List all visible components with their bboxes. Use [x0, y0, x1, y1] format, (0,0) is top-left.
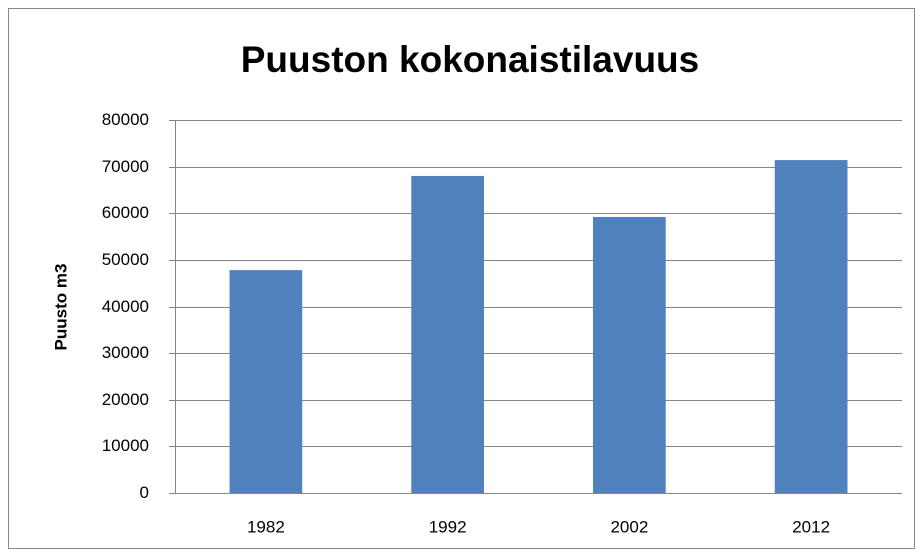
x-tick-label: 1982 — [247, 517, 285, 536]
bar — [774, 160, 848, 493]
y-tick-label: 0 — [140, 483, 149, 502]
bar — [229, 270, 303, 493]
bar — [593, 216, 666, 494]
y-tick-label: 20000 — [102, 390, 149, 409]
y-tick-label: 70000 — [102, 157, 149, 176]
y-tick-label: 50000 — [102, 250, 149, 269]
y-tick-label: 30000 — [102, 343, 149, 362]
y-tick-label: 10000 — [102, 436, 149, 455]
chart-title: Puuston kokonaistilavuus — [241, 39, 699, 80]
x-tick-label: 2002 — [610, 517, 648, 536]
y-axis-label: Puusto m3 — [51, 264, 70, 351]
y-tick-label: 40000 — [102, 297, 149, 316]
x-tick-label: 1992 — [429, 517, 467, 536]
y-tick-label: 80000 — [102, 110, 149, 129]
x-tick-label: 2012 — [792, 517, 830, 536]
bar — [411, 175, 484, 493]
y-tick-label: 60000 — [102, 203, 149, 222]
